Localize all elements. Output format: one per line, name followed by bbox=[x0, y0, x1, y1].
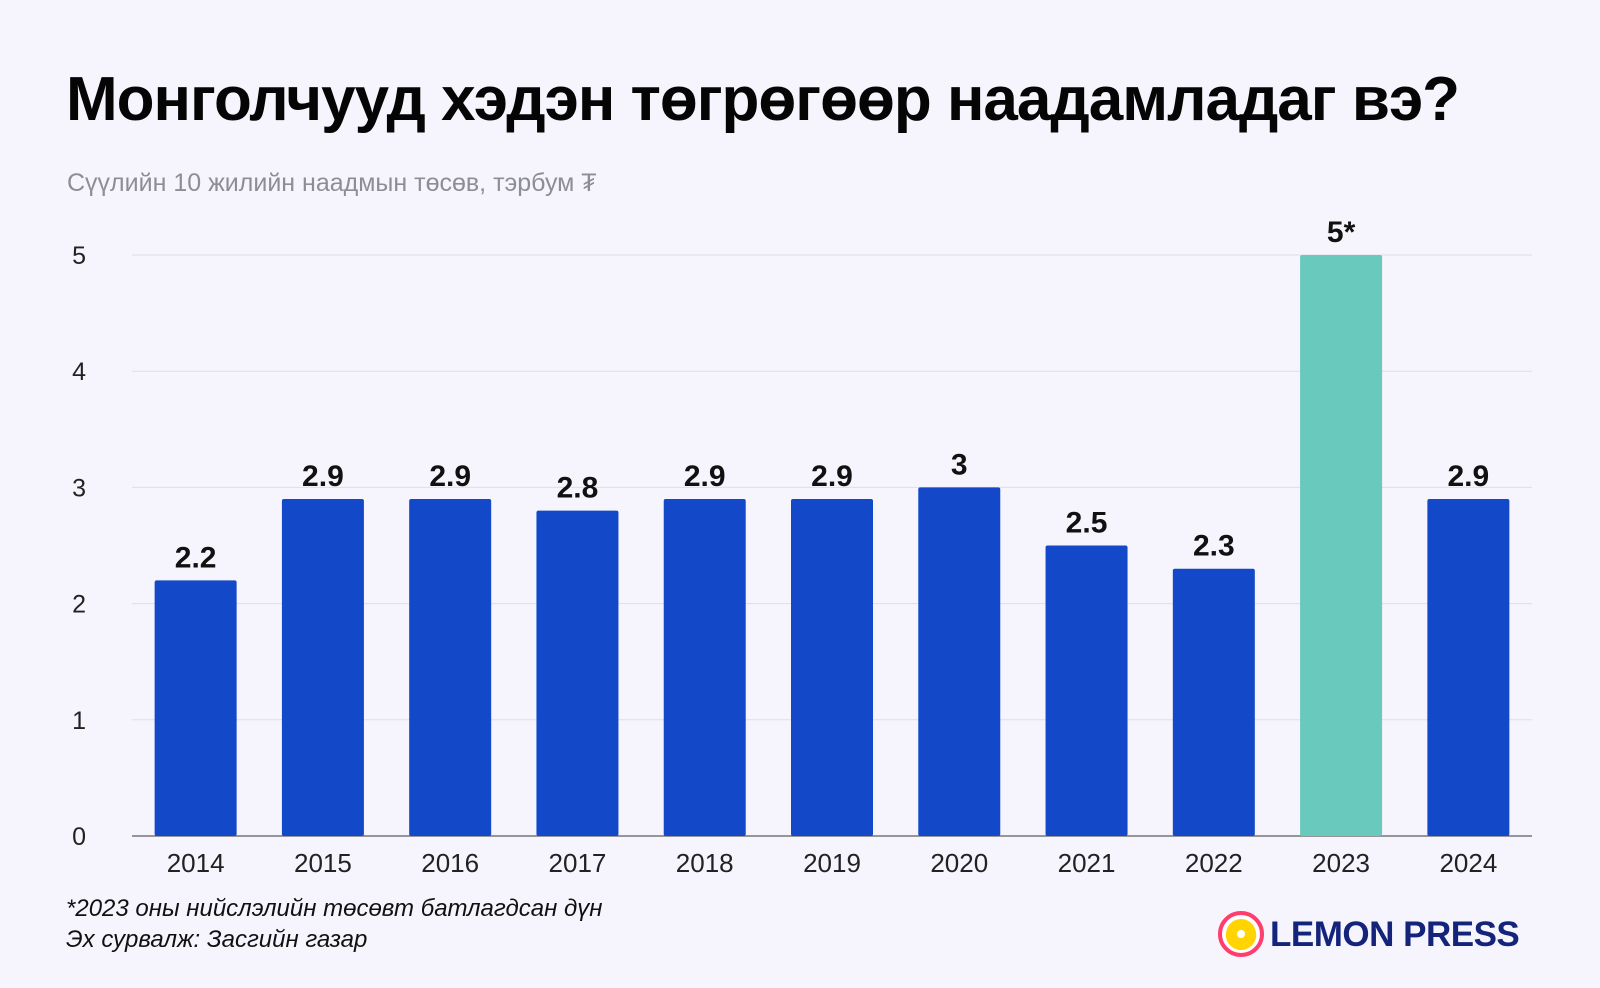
bar-2019 bbox=[791, 499, 873, 836]
bar-2017 bbox=[536, 510, 619, 836]
x-tick-label-2017: 2017 bbox=[549, 848, 607, 878]
bar-2020 bbox=[918, 487, 1001, 836]
x-tick-label-2015: 2015 bbox=[294, 848, 352, 878]
data-label-2024: 2.9 bbox=[1448, 460, 1490, 493]
data-label-2022: 2.3 bbox=[1193, 530, 1235, 563]
data-label-2020: 3 bbox=[951, 448, 968, 481]
lemon-icon bbox=[1218, 911, 1264, 957]
x-tick-label-2021: 2021 bbox=[1058, 848, 1116, 878]
y-tick-label: 2 bbox=[72, 591, 86, 619]
chart-subtitle: Сүүлийн 10 жилийн наадмын төсөв, тэрбум … bbox=[67, 169, 597, 197]
data-label-2018: 2.9 bbox=[684, 460, 726, 493]
x-tick-label-2022: 2022 bbox=[1185, 848, 1243, 878]
data-label-2019: 2.9 bbox=[811, 460, 853, 493]
data-label-2015: 2.9 bbox=[302, 460, 344, 493]
brand-logo: LEMON PRESS bbox=[1218, 910, 1520, 958]
bar-2024 bbox=[1427, 499, 1510, 836]
x-tick-label-2018: 2018 bbox=[676, 848, 734, 878]
x-tick-label-2019: 2019 bbox=[803, 848, 861, 878]
chart-title: Монголчууд хэдэн төгрөгөөр наадамладаг в… bbox=[66, 65, 1460, 134]
bar-2021 bbox=[1045, 545, 1128, 836]
bar-2014 bbox=[154, 580, 237, 836]
y-tick-label: 4 bbox=[72, 358, 86, 386]
data-label-2017: 2.8 bbox=[557, 472, 599, 505]
brand-name: LEMON PRESS bbox=[1270, 914, 1520, 954]
bar-2015 bbox=[281, 499, 364, 836]
data-label-2016: 2.9 bbox=[429, 460, 471, 493]
x-tick-label-2014: 2014 bbox=[167, 848, 225, 878]
bar-2022 bbox=[1172, 568, 1255, 836]
bar-2023 bbox=[1300, 255, 1383, 836]
bar-2016 bbox=[409, 499, 492, 836]
bar-2018 bbox=[663, 499, 746, 836]
data-label-2014: 2.2 bbox=[175, 541, 217, 574]
data-label-2023: 5* bbox=[1327, 216, 1356, 249]
x-tick-label-2023: 2023 bbox=[1312, 848, 1370, 878]
footnote: *2023 оны нийслэлийн төсөвт батлагдсан д… bbox=[66, 895, 603, 922]
y-tick-label: 5 bbox=[72, 242, 86, 270]
y-tick-label: 1 bbox=[72, 707, 86, 735]
source-note: Эх сурвалж: Засгийн газар bbox=[66, 926, 368, 953]
x-tick-label-2024: 2024 bbox=[1439, 848, 1497, 878]
x-tick-label-2016: 2016 bbox=[421, 848, 479, 878]
y-tick-label: 0 bbox=[72, 823, 86, 851]
y-tick-label: 3 bbox=[72, 474, 86, 502]
data-label-2021: 2.5 bbox=[1066, 507, 1108, 540]
x-tick-label-2020: 2020 bbox=[930, 848, 988, 878]
